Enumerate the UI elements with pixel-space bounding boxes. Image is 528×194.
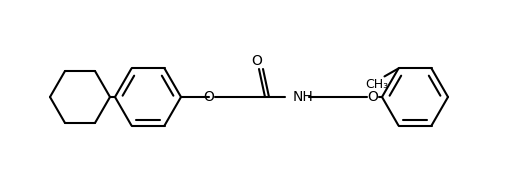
Text: O: O	[251, 54, 262, 68]
Text: NH: NH	[293, 90, 314, 104]
Text: CH₃: CH₃	[365, 78, 388, 91]
Text: O: O	[204, 90, 214, 104]
Text: O: O	[367, 90, 379, 104]
